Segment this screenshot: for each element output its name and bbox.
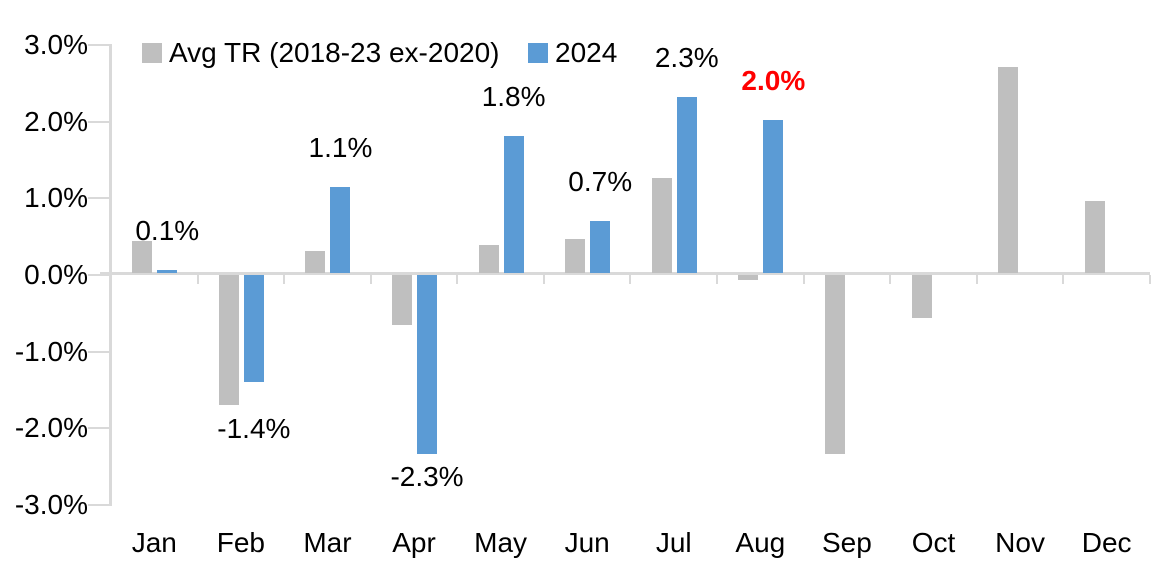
x-axis-tick [1062,275,1065,284]
x-axis-label-jun: Jun [564,527,610,558]
legend-swatch-avg-tr [142,43,162,63]
x-axis-label-oct: Oct [911,527,956,558]
x-axis-tick [889,275,892,284]
data-label-jun: 0.7% [568,166,633,198]
y-axis-tick [88,120,112,123]
legend-swatch-2024 [528,43,548,63]
x-axis-label-apr: Apr [392,527,436,558]
y-axis-tick-label: -2.0% [14,412,88,444]
bar-avg-tr-2018-23-ex-2020--sep [824,275,845,454]
legend-item-avg-tr: Avg TR (2018-23 ex-2020) [142,37,500,68]
data-label-mar: 1.1% [308,131,373,163]
bar-avg-tr-2018-23-ex-2020--oct [911,275,932,318]
y-axis-tick-label: 0.0% [24,258,88,290]
x-axis-tick [196,275,199,284]
legend-item-2024: 2024 [528,37,618,68]
y-axis-tick [88,503,112,506]
x-axis-tick [542,275,545,284]
data-label-apr: -2.3% [390,461,464,493]
x-axis-label-jul: Jul [655,527,692,558]
x-axis-tick [716,275,719,284]
x-axis-label-nov: Nov [995,527,1045,558]
bar-avg-tr-2018-23-ex-2020--nov [998,66,1019,274]
data-label-jul: 2.3% [654,42,719,74]
legend-label-2024: 2024 [555,37,618,68]
bar-avg-tr-2018-23-ex-2020--aug [738,275,759,280]
x-axis-label-sep: Sep [822,527,872,558]
bar-2024-jan [157,269,178,274]
data-label-feb: -1.4% [217,412,291,444]
y-axis-tick [88,44,112,46]
bar-2024-feb [243,275,264,383]
x-axis-label-jan: Jan [131,527,177,558]
y-axis-tick [88,197,112,200]
bar-avg-tr-2018-23-ex-2020--jul [651,178,672,274]
y-axis-tick-label: -3.0% [14,488,88,520]
bar-avg-tr-2018-23-ex-2020--dec [1084,200,1105,274]
x-axis-tick [802,275,805,284]
bar-2024-mar [330,186,351,274]
bar-avg-tr-2018-23-ex-2020--feb [218,275,239,406]
bar-2024-jul [676,97,697,274]
data-label-may: 1.8% [481,80,546,112]
bar-2024-apr [417,275,438,454]
y-axis-tick-label: 3.0% [24,29,88,60]
x-axis-tick [456,275,459,284]
bar-avg-tr-2018-23-ex-2020--apr [392,275,413,325]
x-axis-tick [975,275,978,284]
x-axis-label-dec: Dec [1081,527,1132,558]
x-axis-label-feb: Feb [216,527,265,558]
data-label-jan: 0.1% [135,214,200,246]
data-label-aug: 2.0% [741,65,806,97]
x-axis-label-aug: Aug [735,527,786,558]
x-axis-label-may: May [474,527,528,558]
bar-avg-tr-2018-23-ex-2020--jan [132,241,153,274]
y-axis-tick-label: 1.0% [24,182,88,214]
y-axis-tick-label: 2.0% [24,105,88,137]
legend-label-avg-tr: Avg TR (2018-23 ex-2020) [169,37,500,68]
bar-2024-aug [763,120,784,274]
x-axis-label-mar: Mar [303,527,352,558]
x-axis-tick [1148,275,1151,284]
y-axis-tick [88,350,112,353]
x-axis-tick [629,275,632,284]
bar-2024-may [503,135,524,274]
bar-avg-tr-2018-23-ex-2020--jun [565,239,586,274]
bar-2024-jun [590,221,611,274]
y-axis-tick-label: -1.0% [14,335,88,367]
x-axis-tick [369,275,372,284]
bar-avg-tr-2018-23-ex-2020--may [478,245,499,274]
y-axis-tick [88,427,112,430]
x-axis-tick [110,275,112,284]
x-axis-tick [283,275,286,284]
x-axis-line [100,272,1150,275]
bar-avg-tr-2018-23-ex-2020--mar [305,250,326,274]
